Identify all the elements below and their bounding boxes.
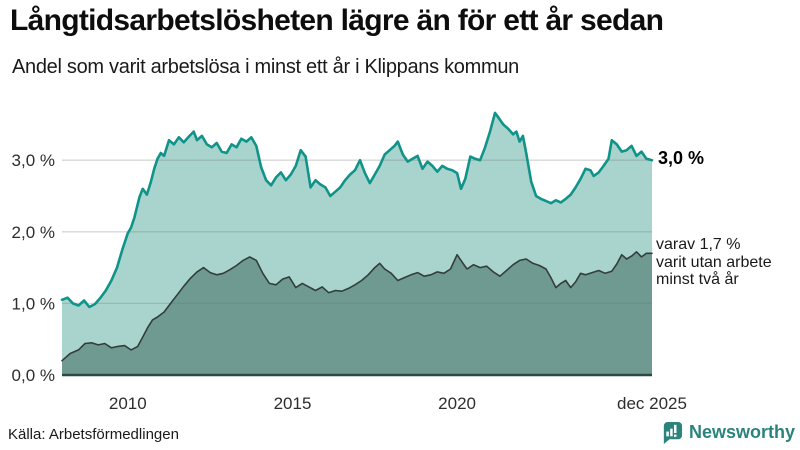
newsworthy-logo: Newsworthy [660, 421, 795, 444]
bar-1 [666, 431, 669, 437]
unemployment-area-chart: 3,0 % 2,0 % 1,0 % 0,0 % 2010 2015 2020 dec 2025 [12, 111, 687, 413]
series-line-1 [60, 111, 654, 309]
series-area-2 [62, 251, 652, 375]
page-title: Långtidsarbetslösheten lägre än för ett … [10, 4, 664, 37]
series2-annotation-line2: varit utan arbete [656, 253, 772, 271]
speech-bubble-shape [663, 421, 683, 444]
x-tick-label: 2015 [274, 394, 312, 413]
chart-subtitle: Andel som varit arbetslösa i minst ett å… [12, 56, 519, 78]
series-line-2 [61, 251, 653, 362]
y-tick-label: 0,0 % [12, 366, 55, 385]
x-tick-label: 2010 [109, 394, 147, 413]
x-tick-label: dec 2025 [617, 394, 687, 413]
bar-2 [670, 428, 673, 437]
x-tick-label: 2020 [438, 394, 476, 413]
series2-annotation: varav 1,7 % varit utan arbete minst två … [656, 236, 772, 289]
source-label: Källa: Arbetsförmedlingen [8, 426, 179, 443]
y-tick-label: 1,0 % [12, 294, 55, 313]
exclamation-dot [673, 434, 677, 437]
end-value-label: 3,0 % [658, 148, 705, 168]
newsworthy-wordmark: Newsworthy [688, 422, 795, 442]
y-tick-label: 2,0 % [12, 223, 55, 242]
series2-annotation-line1: varav 1,7 % [656, 236, 741, 253]
series2-annotation-line3: minst två år [656, 271, 739, 288]
y-tick-label: 3,0 % [12, 151, 55, 170]
newsworthy-icon [663, 421, 683, 444]
exclamation-bar [673, 424, 677, 433]
